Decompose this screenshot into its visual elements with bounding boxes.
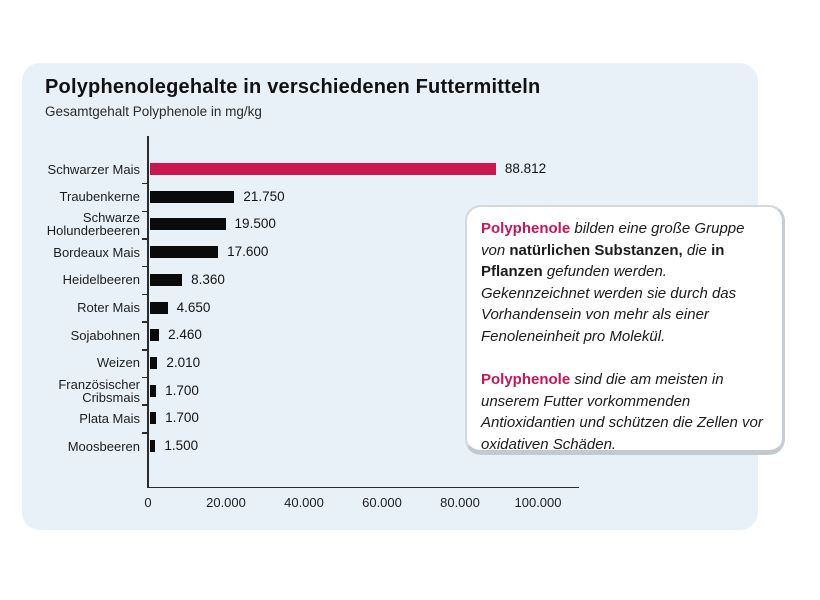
page-title: Polyphenolegehalte in verschiedenen Futt… — [45, 76, 541, 98]
info-keyword: Polyphenole — [481, 371, 571, 388]
chart-subtitle: Gesamtgehalt Polyphenole in mg/kg — [45, 104, 262, 119]
info-text-segment: die — [682, 241, 712, 259]
info-text-segment: gefunden werden. Gekennzeichnet werden s… — [481, 263, 737, 345]
info-paragraph: Polyphenole sind die am meisten in unser… — [481, 369, 768, 453]
info-text-segment: bilden eine große Gruppe von — [481, 220, 745, 259]
info-paragraph: Polyphenole bilden eine große Gruppe von… — [481, 218, 768, 347]
info-text-segment: in Pflanzen — [481, 241, 725, 281]
info-keyword: Polyphenole — [481, 220, 571, 237]
info-card: Polyphenole bilden eine große Gruppe von… — [465, 205, 785, 455]
info-text-segment: natürlichen Substanzen, — [509, 241, 683, 259]
info-text-segment: sind die am meisten in unserem Futter vo… — [481, 371, 763, 453]
